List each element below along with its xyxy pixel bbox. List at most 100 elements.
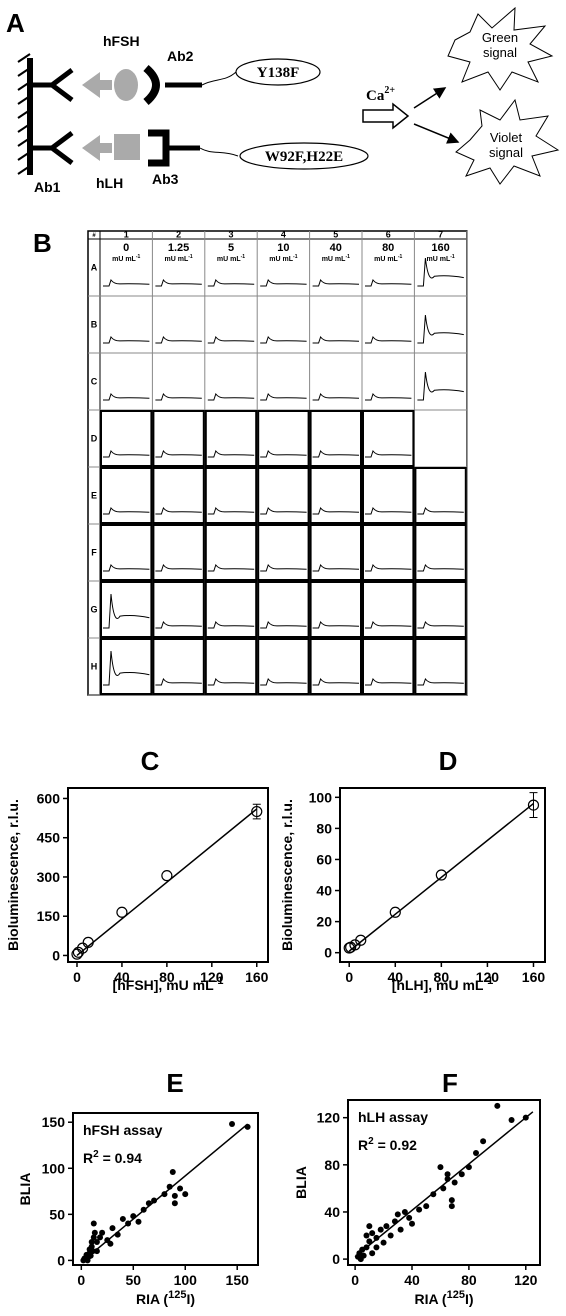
point: [451, 1179, 458, 1186]
y-tick-label: 20: [316, 914, 332, 930]
cell-border: [257, 581, 310, 638]
superscript: -1: [398, 254, 403, 260]
trace: [260, 620, 307, 629]
column-label: 6: [386, 230, 391, 240]
trace: [417, 371, 464, 401]
trace: [365, 506, 412, 515]
point: [508, 1117, 515, 1124]
trace: [312, 506, 360, 515]
trace: [417, 314, 464, 344]
text: mU mL: [217, 256, 241, 263]
y-axis-label: Bioluminescence, r.l.u.: [5, 799, 21, 951]
y-tick-label: 450: [37, 830, 61, 846]
trace: [103, 593, 150, 629]
fit-line: [76, 808, 258, 957]
point: [458, 1171, 465, 1178]
point: [93, 1248, 100, 1255]
point: [145, 1200, 152, 1207]
superscript: 2+: [384, 85, 395, 96]
trace: [155, 506, 202, 515]
y-tick-label: 0: [57, 1252, 65, 1268]
point: [366, 1238, 373, 1245]
trace: [312, 449, 360, 458]
point: [90, 1234, 97, 1241]
y-axis-label: BLIA: [293, 1166, 309, 1199]
y-tick-label: 100: [309, 789, 333, 805]
unit: mU mL-1: [217, 254, 245, 263]
cell-border: [257, 410, 310, 467]
unit: mU mL-1: [112, 254, 140, 263]
cell-border: [414, 638, 467, 695]
point: [251, 805, 263, 818]
text: R: [83, 1150, 93, 1166]
text: = 0.94: [99, 1150, 142, 1166]
x-tick-label: 50: [125, 1272, 141, 1288]
x-tick-label: 120: [200, 969, 224, 985]
point: [169, 1168, 176, 1175]
text: Ca: [366, 88, 385, 104]
unit: mU mL-1: [427, 254, 455, 263]
superscript: -1: [241, 254, 246, 260]
cell-border: [152, 524, 205, 581]
cell-border: [204, 581, 258, 638]
x-tick-label: 100: [174, 1272, 198, 1288]
cell-border: [257, 524, 310, 581]
point: [93, 1238, 100, 1245]
point: [91, 1229, 98, 1236]
text: mU mL: [322, 256, 346, 263]
chart-title: E: [166, 1068, 183, 1098]
point: [480, 1138, 487, 1145]
trace: [260, 563, 307, 572]
point: [366, 1223, 373, 1230]
cell-border: [100, 581, 153, 638]
concentration: 1.25: [168, 242, 189, 254]
text: mU mL: [165, 256, 189, 263]
point: [494, 1102, 501, 1109]
concentration: 160: [431, 242, 449, 254]
unit: mU mL-1: [269, 254, 297, 263]
unit: mU mL-1: [322, 254, 350, 263]
y-tick-label: 80: [316, 820, 332, 836]
y-tick-label: 0: [52, 947, 60, 963]
x-axis-label: RIA (125I): [136, 1289, 195, 1307]
x-tick-label: 40: [387, 969, 403, 985]
cell-border: [414, 467, 467, 524]
point: [130, 1213, 137, 1220]
text: mU mL: [427, 256, 451, 263]
point: [448, 1203, 455, 1210]
point: [135, 1218, 142, 1225]
cell-border: [204, 638, 258, 695]
point: [397, 1226, 404, 1233]
mutant-label: W92F,H22E: [265, 149, 343, 165]
cell-border: [309, 638, 363, 695]
point: [88, 1238, 95, 1245]
calcium-label: Ca2+: [366, 85, 395, 104]
y-tick-label: 120: [317, 1110, 341, 1126]
trace: [365, 449, 412, 458]
concentration: 10: [277, 242, 289, 254]
point: [377, 1226, 384, 1233]
point: [171, 1192, 178, 1199]
point: [182, 1191, 189, 1198]
point: [125, 1220, 132, 1227]
fit-line: [348, 802, 534, 952]
concentration: 80: [382, 242, 394, 254]
trace: [103, 335, 150, 344]
signal-label: signal: [489, 145, 523, 160]
x-axis-label: [hFSH], mU mL-1: [113, 975, 224, 993]
x-tick-label: 0: [345, 969, 353, 985]
y-axis-label: Bioluminescence, r.l.u.: [279, 799, 295, 951]
plot-frame: [339, 787, 546, 963]
x-axis-label: [hLH], mU mL-1: [392, 975, 494, 993]
point: [389, 906, 401, 918]
cell-border: [309, 467, 363, 524]
trace: [260, 335, 307, 344]
column-label: 2: [176, 230, 181, 240]
row-label: B: [91, 320, 98, 330]
unit: mU mL-1: [374, 254, 402, 263]
text: = 0.92: [374, 1137, 417, 1153]
fit-line: [354, 1111, 534, 1258]
concentration: 0: [123, 242, 129, 254]
y-tick-label: 150: [42, 1114, 66, 1130]
